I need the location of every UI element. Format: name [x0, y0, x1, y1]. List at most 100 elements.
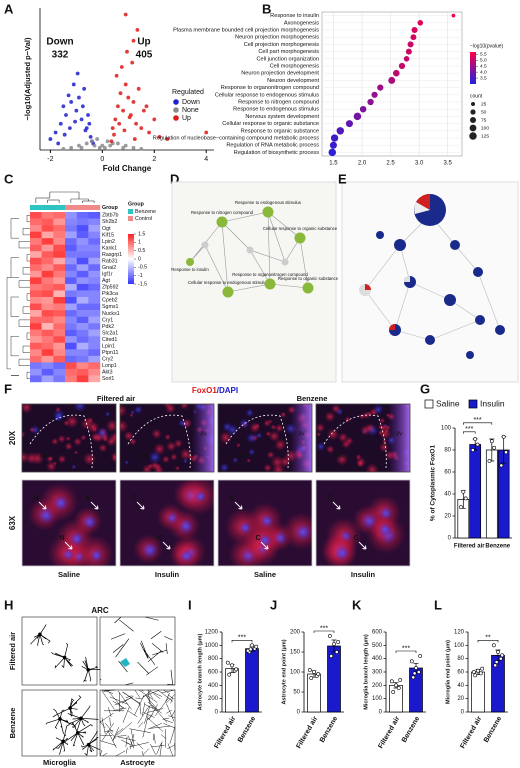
- cell-signal: [90, 431, 101, 443]
- network-edge: [227, 283, 271, 293]
- cell-signal: [219, 462, 230, 472]
- term-label: Regulation of nucleobase−containing comp…: [153, 135, 319, 141]
- data-point: [471, 670, 476, 674]
- network-edge: [249, 249, 286, 263]
- heat-cell: [76, 264, 89, 272]
- point: [121, 108, 126, 113]
- point: [136, 86, 141, 91]
- heat-cell: [76, 212, 89, 219]
- dot: [330, 134, 339, 142]
- point: [67, 126, 72, 131]
- nucleus: [334, 545, 350, 561]
- group-bar-label: Group: [102, 205, 119, 211]
- data-point: [398, 678, 403, 682]
- cell-signal: [86, 416, 94, 424]
- morphology-image: [99, 689, 176, 757]
- significance-bracket: [463, 422, 493, 425]
- network-node: [262, 206, 274, 218]
- microglia-process: [30, 624, 51, 646]
- y-tick-label: 0: [461, 710, 465, 716]
- heat-cell: [76, 238, 89, 245]
- node-slice: [416, 193, 430, 210]
- cell-marker: N: [85, 495, 90, 502]
- cell-signal: [65, 436, 71, 442]
- legend-label: Down: [182, 99, 200, 106]
- point: [73, 119, 77, 124]
- heat-cell: [76, 362, 89, 370]
- network-node: [264, 278, 276, 290]
- heat-cell: [88, 218, 101, 226]
- point: [86, 113, 90, 117]
- y-tick-label: 100: [290, 670, 301, 676]
- data-point: [336, 640, 341, 644]
- micrograph-border: [119, 403, 215, 473]
- y-tick-label: 60: [457, 670, 464, 676]
- heat-cell: [30, 283, 42, 291]
- x-tick-label: 4: [204, 156, 208, 163]
- y-tick-label: 80: [444, 448, 451, 454]
- microglia-soma: [58, 717, 62, 721]
- heat-cell: [30, 375, 42, 383]
- group-count: 332: [52, 50, 69, 61]
- heat-cell: [53, 277, 66, 285]
- data-point: [461, 489, 466, 494]
- point: [100, 143, 105, 148]
- point: [109, 139, 114, 144]
- x-tick-label: 0: [100, 156, 104, 163]
- heat-cell: [65, 244, 77, 252]
- point: [103, 145, 107, 150]
- legend-swatch: [128, 209, 133, 214]
- legend-swatch: [128, 216, 133, 221]
- network-edge: [269, 283, 309, 289]
- data-point: [391, 690, 396, 694]
- cell-signal: [246, 432, 257, 444]
- point: [90, 139, 94, 144]
- data-point: [476, 668, 480, 673]
- heat-cell: [88, 355, 101, 363]
- y-tick-label: 1000: [205, 643, 219, 649]
- heat-cell: [30, 316, 42, 324]
- y-tick-label: 500: [372, 643, 383, 649]
- point: [131, 100, 136, 104]
- nucleus: [257, 533, 273, 548]
- point: [53, 130, 58, 135]
- heat-cell: [41, 270, 54, 278]
- cell-marker: C: [255, 535, 260, 542]
- heat-cell: [65, 297, 77, 304]
- cell-signal: [92, 426, 98, 432]
- point: [83, 128, 88, 133]
- significance-label: ***: [238, 635, 246, 642]
- region-label: 3V: [298, 431, 305, 437]
- heat-cell: [41, 342, 54, 350]
- heat-cell: [53, 368, 66, 376]
- heat-cell: [41, 297, 54, 304]
- heat-cell: [76, 368, 89, 376]
- network-node: [302, 282, 314, 294]
- cell-signal: [98, 443, 108, 453]
- point: [56, 141, 61, 146]
- heat-cell: [41, 244, 54, 252]
- data-point: [327, 634, 332, 638]
- point: [125, 49, 129, 54]
- dot: [451, 13, 456, 18]
- heat-cell: [41, 329, 54, 337]
- data-point: [312, 670, 316, 674]
- marker-arrow: [136, 501, 145, 510]
- point: [58, 121, 63, 126]
- y-tick-label: 150: [290, 650, 301, 656]
- region-label: 3V: [396, 431, 403, 437]
- heat-cell: [65, 270, 77, 278]
- network-label: Response to organic substance: [278, 276, 339, 281]
- nucleus: [179, 548, 194, 564]
- point: [82, 86, 87, 91]
- heat-cell: [41, 310, 54, 317]
- heat-cell: [30, 362, 42, 370]
- treatment-label: Insulin: [351, 570, 376, 579]
- data-point: [489, 439, 494, 444]
- x-tick-label: Filtered air: [377, 715, 401, 750]
- y-tick-label: 800: [208, 656, 219, 662]
- astrocyte-process: [99, 689, 176, 757]
- heat-cell: [76, 310, 89, 317]
- heat-cell: [41, 238, 54, 245]
- heat-cell: [53, 310, 66, 317]
